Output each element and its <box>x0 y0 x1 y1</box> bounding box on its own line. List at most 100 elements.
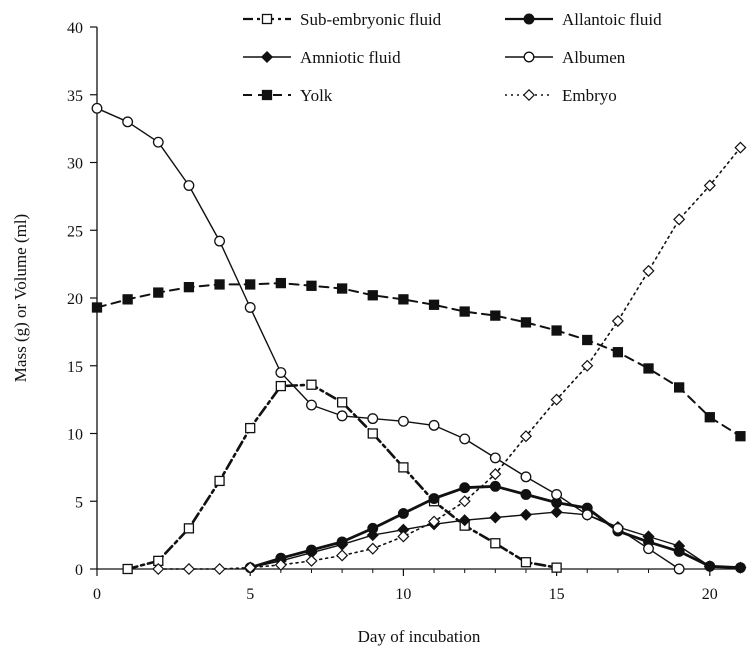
data-point-sub-embryonic-fluid <box>306 379 317 390</box>
data-point-sub-embryonic-fluid <box>490 538 501 549</box>
data-point-yolk <box>490 310 501 321</box>
data-point-allantoic-fluid <box>459 482 471 494</box>
data-point-yolk <box>275 277 286 289</box>
legend-label: Albumen <box>562 48 626 67</box>
data-point-allantoic-fluid <box>520 489 532 500</box>
data-point-albumen <box>459 433 471 445</box>
legend-swatch-marker <box>523 51 535 63</box>
data-point-albumen <box>336 410 348 422</box>
legend-item-albumen: Albumen <box>505 48 626 67</box>
legend-item-allantoic-fluid: Allantoic fluid <box>505 10 662 29</box>
data-point-yolk <box>459 306 470 317</box>
legend-swatch-marker <box>523 13 535 25</box>
data-point-amniotic-fluid <box>366 529 379 542</box>
data-point-amniotic-fluid <box>703 560 716 573</box>
legend-item-yolk: Yolk <box>243 86 333 105</box>
data-point-amniotic-fluid <box>519 508 533 521</box>
data-point-sub-embryonic-fluid <box>398 462 409 473</box>
data-point-embryo <box>458 495 471 508</box>
data-point-albumen <box>673 563 685 575</box>
data-point-albumen <box>244 302 256 313</box>
series-layer <box>91 102 747 576</box>
x-tick-label: 15 <box>549 586 565 603</box>
data-point-albumen <box>551 489 563 500</box>
legend-item-sub-embryonic-fluid: Sub-embryonic fluid <box>243 10 442 29</box>
data-point-embryo <box>213 562 226 576</box>
data-point-embryo <box>397 530 410 543</box>
data-point-sub-embryonic-fluid <box>367 428 378 439</box>
y-tick-label: 15 <box>67 359 83 376</box>
data-point-embryo <box>336 549 349 562</box>
data-point-yolk <box>245 279 256 290</box>
data-point-yolk <box>398 294 409 305</box>
data-point-yolk <box>122 294 133 305</box>
series-embryo <box>152 141 747 576</box>
data-point-sub-embryonic-fluid <box>122 563 133 575</box>
data-point-albumen <box>367 413 379 425</box>
data-point-albumen <box>581 509 593 521</box>
data-point-sub-embryonic-fluid <box>336 397 348 408</box>
data-point-albumen <box>489 452 501 464</box>
data-point-albumen <box>152 136 164 148</box>
data-point-sub-embryonic-fluid <box>551 562 562 573</box>
data-point-yolk <box>306 280 317 291</box>
y-tick-label: 5 <box>75 494 83 511</box>
y-tick-label: 40 <box>67 20 83 37</box>
data-point-embryo <box>581 359 594 372</box>
data-point-yolk <box>183 282 195 293</box>
legend-swatch-marker <box>261 89 273 101</box>
y-tick-label: 35 <box>67 88 83 105</box>
series-sub-embryonic-fluid <box>122 379 562 575</box>
data-point-yolk <box>612 347 624 358</box>
data-point-sub-embryonic-fluid <box>245 422 256 434</box>
y-tick-label: 30 <box>67 156 83 173</box>
data-point-embryo <box>489 468 502 481</box>
data-point-embryo <box>305 554 318 567</box>
data-point-sub-embryonic-fluid <box>275 380 286 392</box>
data-point-albumen <box>520 471 532 483</box>
data-point-embryo <box>550 393 563 406</box>
data-point-yolk <box>674 382 685 393</box>
y-axis-title: Mass (g) or Volume (ml) <box>11 214 30 382</box>
x-tick-label: 20 <box>702 586 718 603</box>
data-point-albumen <box>397 415 409 427</box>
axes: 0 5 10 15 20 25 30 35 40 0 5 10 15 20 <box>67 20 741 603</box>
legend-label: Allantoic fluid <box>562 10 662 29</box>
data-point-sub-embryonic-fluid <box>183 523 195 534</box>
y-tick-label: 0 <box>75 562 83 579</box>
data-point-yolk <box>428 299 440 310</box>
y-tick-label: 25 <box>67 223 83 240</box>
data-point-albumen <box>183 180 195 191</box>
data-point-albumen <box>275 367 287 378</box>
data-point-amniotic-fluid <box>458 514 471 527</box>
y-tick-label: 10 <box>67 427 83 444</box>
y-tick-label: 20 <box>67 291 83 308</box>
data-point-yolk <box>704 412 715 423</box>
data-point-yolk <box>551 325 562 336</box>
legend-label: Sub-embryonic fluid <box>300 10 442 29</box>
data-point-embryo <box>673 213 686 226</box>
data-point-allantoic-fluid <box>428 493 440 504</box>
data-point-albumen <box>214 235 226 247</box>
data-point-embryo <box>152 562 165 576</box>
data-point-embryo <box>274 558 287 571</box>
data-point-albumen <box>122 116 134 128</box>
data-point-embryo <box>611 314 624 328</box>
data-point-sub-embryonic-fluid <box>214 475 225 487</box>
data-point-yolk <box>735 431 746 442</box>
data-point-yolk <box>153 287 164 298</box>
legend-label: Embryo <box>562 86 617 105</box>
data-point-albumen <box>643 543 654 555</box>
data-point-embryo <box>642 264 655 277</box>
data-point-yolk <box>336 283 348 294</box>
data-point-amniotic-fluid <box>550 506 563 519</box>
data-point-yolk <box>520 317 532 328</box>
data-point-yolk <box>643 363 654 374</box>
legend-item-embryo: Embryo <box>505 86 617 105</box>
data-point-embryo <box>244 561 257 574</box>
data-point-amniotic-fluid <box>489 511 502 524</box>
legend-swatch-marker <box>261 13 273 25</box>
x-axis-ticks: 0 5 10 15 20 <box>93 569 741 603</box>
data-point-albumen <box>91 102 103 114</box>
